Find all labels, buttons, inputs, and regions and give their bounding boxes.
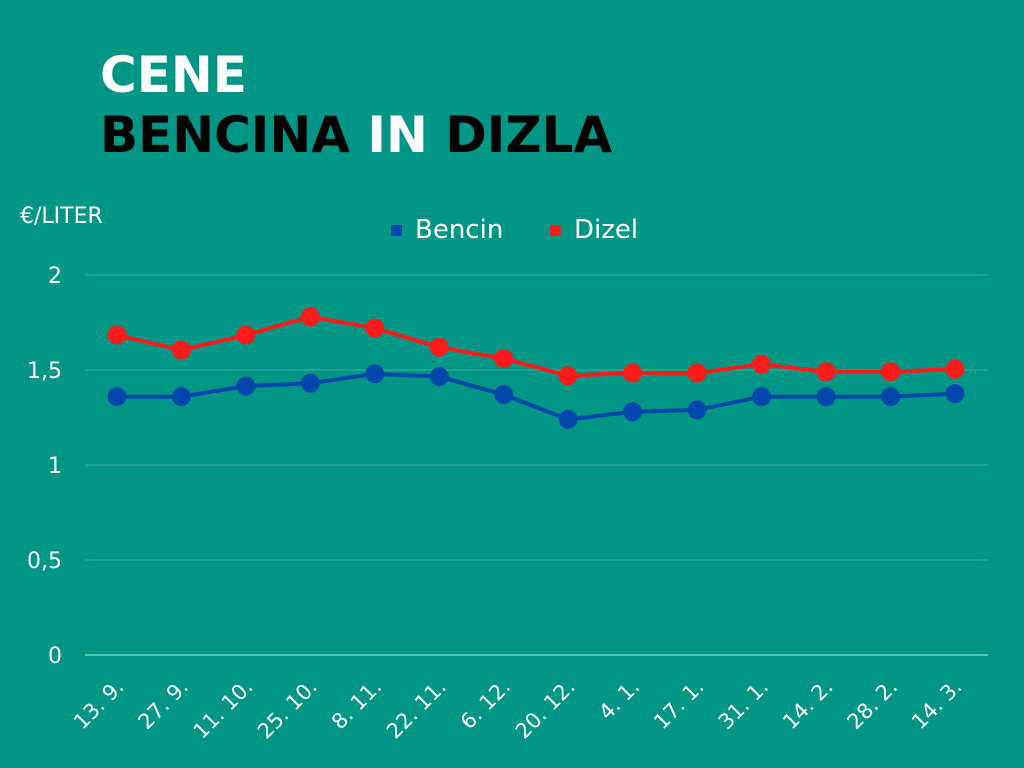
data-point-dizel bbox=[494, 349, 514, 369]
x-tick-label: 28. 2. bbox=[843, 675, 902, 734]
data-point-dizel bbox=[107, 325, 127, 345]
data-point-bencin bbox=[816, 387, 836, 407]
legend-item-dizel: Dizel bbox=[550, 215, 638, 245]
data-point-bencin bbox=[236, 376, 256, 396]
x-tick-label: 6. 12. bbox=[456, 675, 515, 734]
data-point-dizel bbox=[300, 307, 320, 327]
y-axis-label: €/LITER bbox=[20, 204, 103, 229]
data-point-dizel bbox=[816, 362, 836, 382]
data-point-dizel bbox=[945, 359, 965, 379]
x-tick-label: 4. 1. bbox=[594, 675, 644, 725]
y-tick-label: 1 bbox=[48, 454, 62, 479]
x-tick-label: 25. 10. bbox=[253, 675, 322, 744]
x-tick-label: 22. 11. bbox=[382, 675, 451, 744]
series-line-bencin bbox=[117, 371, 956, 422]
data-point-bencin bbox=[365, 364, 385, 384]
data-point-dizel bbox=[171, 340, 191, 360]
title-bencina: BENCINA bbox=[100, 106, 350, 164]
data-point-dizel bbox=[558, 366, 578, 386]
data-point-bencin bbox=[687, 400, 707, 420]
legend-label-bencin: Bencin bbox=[415, 215, 504, 245]
title-line-2: BENCINA IN DIZLA bbox=[100, 110, 612, 160]
legend-label-dizel: Dizel bbox=[574, 215, 639, 245]
x-tick-label: 14. 2. bbox=[778, 675, 837, 734]
x-tick-label: 27. 9. bbox=[134, 675, 193, 734]
y-tick-label: 1,5 bbox=[27, 359, 62, 384]
data-point-dizel bbox=[429, 337, 449, 357]
y-tick-label: 0,5 bbox=[27, 549, 62, 574]
data-point-dizel bbox=[236, 325, 256, 345]
data-point-bencin bbox=[494, 385, 514, 405]
legend-item-bencin: Bencin bbox=[391, 215, 503, 245]
data-point-bencin bbox=[300, 373, 320, 393]
data-point-bencin bbox=[107, 387, 127, 407]
legend-swatch-dizel bbox=[550, 224, 561, 236]
data-point-bencin bbox=[171, 387, 191, 407]
data-point-dizel bbox=[881, 362, 901, 382]
x-tick-label: 11. 10. bbox=[189, 675, 258, 744]
legend-swatch-bencin bbox=[391, 224, 402, 236]
data-point-bencin bbox=[752, 387, 772, 407]
data-point-bencin bbox=[881, 387, 901, 407]
y-tick-label: 2 bbox=[48, 264, 62, 289]
data-point-bencin bbox=[558, 409, 578, 429]
x-tick-label: 14. 3. bbox=[907, 675, 966, 734]
x-tick-label: 8. 11. bbox=[327, 675, 386, 734]
x-tick-label: 13. 9. bbox=[69, 675, 128, 734]
title-line-1: CENE bbox=[100, 46, 247, 104]
x-tick-label: 20. 12. bbox=[511, 675, 580, 744]
data-point-dizel bbox=[623, 363, 643, 383]
data-point-dizel bbox=[365, 318, 385, 338]
data-point-bencin bbox=[623, 402, 643, 422]
x-tick-label: 17. 1. bbox=[649, 675, 708, 734]
data-point-dizel bbox=[752, 354, 772, 374]
series-line-dizel bbox=[116, 314, 956, 378]
y-tick-label: 0 bbox=[48, 644, 62, 669]
data-point-bencin bbox=[429, 367, 449, 387]
title-in: IN bbox=[367, 106, 428, 164]
title-dizla: DIZLA bbox=[445, 106, 613, 164]
data-point-dizel bbox=[687, 363, 707, 383]
x-tick-label: 31. 1. bbox=[714, 675, 773, 734]
data-point-bencin bbox=[945, 384, 965, 404]
